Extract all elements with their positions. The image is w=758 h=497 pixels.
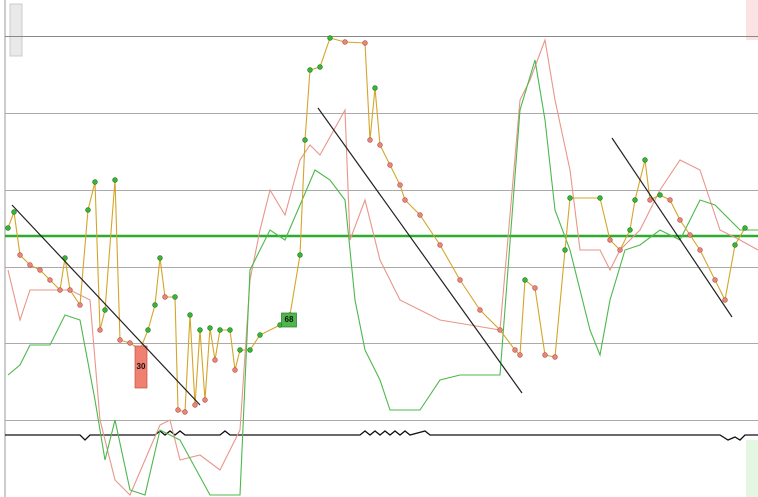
price-marker xyxy=(237,347,243,353)
price-marker xyxy=(27,262,33,268)
trend-arrow xyxy=(317,107,523,394)
price-marker xyxy=(512,347,518,353)
price-marker xyxy=(97,327,103,333)
price-marker xyxy=(617,247,623,253)
price-marker xyxy=(102,307,108,313)
scroll-handle[interactable] xyxy=(9,3,23,57)
price-marker xyxy=(642,157,648,163)
price-marker xyxy=(387,162,393,168)
price-marker xyxy=(517,352,523,358)
series-line xyxy=(7,59,758,496)
series-line xyxy=(7,37,758,496)
price-marker xyxy=(67,287,73,293)
price-marker xyxy=(247,347,253,353)
price-marker xyxy=(497,327,503,333)
price-marker xyxy=(207,325,213,331)
price-marker xyxy=(377,142,383,148)
price-marker xyxy=(57,287,63,293)
price-marker xyxy=(197,327,203,333)
baseline xyxy=(5,430,758,441)
trend-arrows xyxy=(11,107,733,406)
plot: 30 68 xyxy=(5,35,758,496)
price-marker xyxy=(5,225,11,231)
price-marker xyxy=(227,327,233,333)
price-marker xyxy=(552,354,558,360)
price-marker xyxy=(687,232,693,238)
price-marker xyxy=(47,277,53,283)
price-marker xyxy=(232,367,238,373)
price-marker xyxy=(667,197,673,203)
price-marker xyxy=(327,35,333,41)
price-marker xyxy=(367,137,373,143)
price-marker xyxy=(37,267,43,273)
price-marker xyxy=(297,252,303,258)
price-marker xyxy=(307,67,313,73)
price-marker xyxy=(372,85,378,91)
price-marker xyxy=(712,277,718,283)
price-marker xyxy=(362,40,368,46)
price-marker xyxy=(562,247,568,253)
price-marker xyxy=(152,302,158,308)
price-marker xyxy=(542,352,548,358)
price-marker xyxy=(127,340,133,346)
price-marker xyxy=(697,247,703,253)
price-marker xyxy=(157,255,163,261)
price-marker xyxy=(212,357,218,363)
annotation-box xyxy=(134,345,148,389)
price-marker xyxy=(145,327,151,333)
price-marker xyxy=(162,294,168,300)
price-marker xyxy=(317,64,323,70)
price-marker xyxy=(417,212,423,218)
trend-arrow xyxy=(611,137,733,318)
annotation-label: 68 xyxy=(285,315,294,324)
top-strip xyxy=(746,0,758,40)
price-marker xyxy=(457,277,463,283)
price-marker xyxy=(92,179,98,185)
price-marker xyxy=(175,407,181,413)
price-marker xyxy=(77,302,83,308)
price-marker xyxy=(402,197,408,203)
price-marker xyxy=(17,252,23,258)
price-marker xyxy=(522,277,528,283)
price-marker xyxy=(657,192,663,198)
price-marker xyxy=(257,332,263,338)
price-marker xyxy=(192,402,198,408)
price-marker xyxy=(597,195,603,201)
price-marker xyxy=(117,337,123,343)
annotation-label: 30 xyxy=(137,362,146,371)
price-marker xyxy=(477,307,483,313)
bottom-strip xyxy=(746,440,758,497)
price-marker xyxy=(742,225,748,231)
price-marker xyxy=(607,237,613,243)
price-marker xyxy=(11,209,17,215)
trend-arrow xyxy=(11,204,201,406)
price-marker xyxy=(632,197,638,203)
price-marker xyxy=(532,285,538,291)
price-marker xyxy=(302,137,308,143)
price-marker xyxy=(187,312,193,318)
annotation-box xyxy=(281,312,297,328)
price-marker xyxy=(182,409,188,415)
price-marker xyxy=(677,217,683,223)
price-marker xyxy=(647,197,653,203)
price-marker xyxy=(85,207,91,213)
price-marker xyxy=(627,227,633,233)
price-marker xyxy=(172,294,178,300)
price-marker xyxy=(397,182,403,188)
price-marker xyxy=(722,297,728,303)
price-marker xyxy=(732,242,738,248)
price-marker xyxy=(342,39,348,45)
price-marker xyxy=(567,195,573,201)
price-marker xyxy=(202,397,208,403)
price-marker xyxy=(437,242,443,248)
price-marker xyxy=(112,177,118,183)
price-marker xyxy=(217,327,223,333)
